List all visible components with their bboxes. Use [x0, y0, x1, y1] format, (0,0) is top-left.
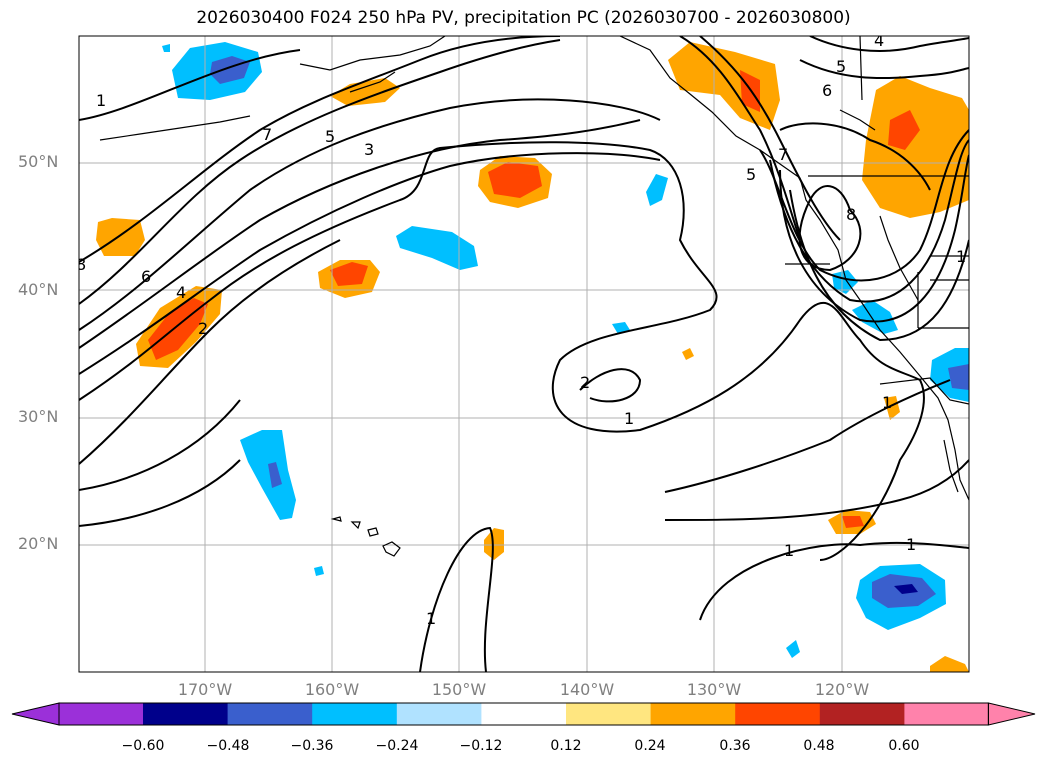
- map-plot-area: 7 5 3 8 6 4 2 2 1 1 1 1 4 5 6 7 5 8 1 1 …: [76, 31, 969, 672]
- contour-label: 1: [624, 409, 634, 428]
- contour-label: 5: [325, 127, 335, 146]
- contour-label: 1: [426, 609, 436, 628]
- contour-label: 5: [836, 57, 846, 76]
- lat-label-50n: 50°N: [18, 152, 59, 171]
- pv-contours: [79, 36, 969, 672]
- contour-label: 4: [176, 283, 186, 302]
- contour-label: 6: [822, 81, 832, 100]
- contour-label: 1: [956, 247, 966, 266]
- precip-negative-area: [240, 430, 296, 520]
- lon-label-150w: 150°W: [431, 680, 487, 699]
- colorbar-tick: −0.12: [459, 738, 503, 754]
- contour-label: 6: [141, 267, 151, 286]
- colorbar-tick: −0.60: [121, 738, 165, 754]
- precip-positive-area: [484, 528, 504, 560]
- contour-label: 3: [364, 140, 374, 159]
- lat-label-20n: 20°N: [18, 534, 59, 553]
- precip-positive-area: [862, 76, 969, 218]
- lon-label-160w: 160°W: [304, 680, 360, 699]
- lon-label-120w: 120°W: [814, 680, 870, 699]
- lat-label-30n: 30°N: [18, 407, 59, 426]
- contour-label: 7: [262, 125, 272, 144]
- precip-negative-area: [396, 226, 478, 270]
- colorbar-tick: 0.36: [719, 738, 751, 754]
- map-title: 2026030400 F024 250 hPa PV, precipitatio…: [196, 8, 851, 28]
- contour-label: 5: [746, 165, 756, 184]
- contour-label: 4: [874, 31, 884, 50]
- contour-label: 1: [906, 535, 916, 554]
- contour-label: 1: [96, 91, 106, 110]
- contour-labels: 7 5 3 8 6 4 2 2 1 1 1 1 4 5 6 7 5 8 1 1 …: [76, 31, 966, 628]
- contour-label: 2: [198, 319, 208, 338]
- colorbar-tick: −0.36: [290, 738, 334, 754]
- contour-label: 1: [882, 393, 892, 412]
- colorbar-tick: 0.60: [888, 738, 920, 754]
- precip-negative-area: [852, 300, 898, 334]
- colorbar-tick: −0.24: [375, 738, 419, 754]
- colorbar-tick: 0.48: [803, 738, 835, 754]
- lon-label-130w: 130°W: [686, 680, 742, 699]
- lon-label-170w: 170°W: [177, 680, 233, 699]
- precip-negative-area: [646, 174, 668, 206]
- lon-label-140w: 140°W: [559, 680, 615, 699]
- contour-label: 2: [580, 373, 590, 392]
- contour-label: 8: [846, 205, 856, 224]
- colorbar-tick: 0.24: [634, 738, 666, 754]
- map-frame: [78, 35, 970, 673]
- contour-label: 8: [76, 255, 86, 274]
- graticule: [79, 36, 969, 672]
- lat-label-40n: 40°N: [18, 280, 59, 299]
- precip-positive-area: [330, 78, 400, 106]
- coastlines: [99, 36, 969, 501]
- colorbar-tick: 0.12: [550, 738, 582, 754]
- colorbar-tick: −0.48: [206, 738, 250, 754]
- precip-shading: [96, 42, 969, 672]
- hawaii-islands: [330, 516, 401, 557]
- contour-label: 1: [784, 541, 794, 560]
- contour-label: 7: [778, 145, 788, 164]
